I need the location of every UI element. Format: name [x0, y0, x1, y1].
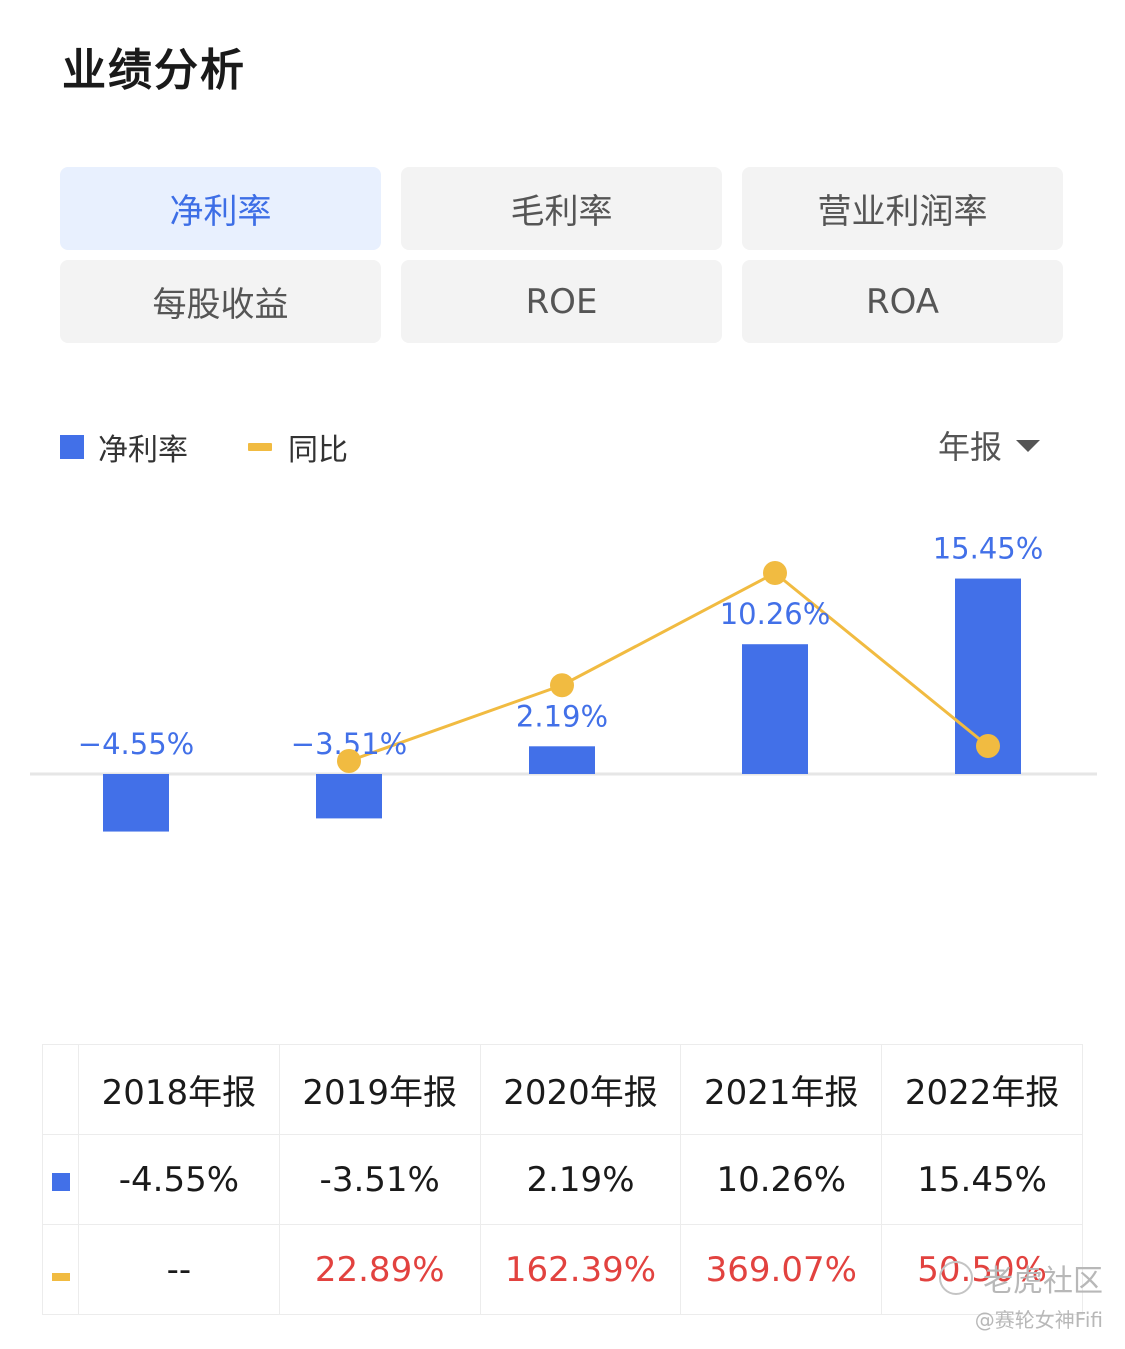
tab-roe[interactable]: ROE: [401, 260, 722, 343]
table-cell: 15.45%: [881, 1134, 1083, 1225]
bar-data-label: 10.26%: [720, 597, 831, 631]
bar-2021年报: [742, 644, 808, 774]
bar-2020年报: [529, 746, 595, 774]
yoy-point: [337, 749, 361, 773]
table-cell: 50.50%: [881, 1224, 1083, 1315]
table-cell: 162.39%: [479, 1224, 682, 1315]
chart-legend: 净利率 同比: [60, 425, 408, 469]
legend-label-yoy: 同比: [288, 433, 348, 468]
data-table: 2018年报 2019年报 2020年报 2021年报 2022年报 -4.55…: [42, 1044, 1083, 1315]
table-header-cell: 2021年报: [680, 1044, 883, 1135]
table-header-cell: 2020年报: [479, 1044, 682, 1135]
table-row-yoy: -- 22.89% 162.39% 369.07% 50.50%: [42, 1224, 1083, 1315]
watermark-brand: 老虎社区: [939, 1256, 1103, 1300]
metric-tabs: 净利率 毛利率 营业利润率 每股收益 ROE ROA: [60, 167, 1065, 343]
bar-2019年报: [316, 774, 382, 819]
table-cell: -4.55%: [78, 1134, 280, 1225]
table-cell: --: [78, 1224, 280, 1315]
net-margin-chart: −4.55% −3.51%2.19%10.26%15.45%: [30, 532, 1097, 832]
line-swatch-icon: [248, 443, 272, 451]
watermark-user: @赛轮女神Fifi: [974, 1308, 1103, 1332]
tab-net-margin[interactable]: 净利率: [60, 167, 381, 250]
table-cell: 22.89%: [278, 1224, 481, 1315]
yoy-line: [348, 571, 989, 763]
table-header-cell: 2018年报: [78, 1044, 280, 1135]
watermark-brand-text: 老虎社区: [983, 1264, 1103, 1299]
tab-gross-margin[interactable]: 毛利率: [401, 167, 722, 250]
table-row-net-margin: -4.55% -3.51% 2.19% 10.26% 15.45%: [42, 1134, 1083, 1225]
bar-data-label: −4.55%: [78, 727, 194, 761]
legend-item-net-margin[interactable]: 净利率: [60, 425, 188, 469]
bar-data-label: 15.45%: [933, 532, 1044, 566]
table-cell: -3.51%: [278, 1134, 481, 1225]
yoy-point: [550, 673, 574, 698]
table-corner-cell: [42, 1044, 79, 1135]
watermark: 老虎社区 @赛轮女神Fifi: [939, 1256, 1103, 1333]
row-key-bar: [42, 1134, 79, 1225]
table-header-cell: 2019年报: [278, 1044, 481, 1135]
yoy-point: [976, 734, 1000, 759]
tab-eps[interactable]: 每股收益: [60, 260, 381, 343]
bar-swatch-icon: [60, 435, 84, 459]
tab-roa[interactable]: ROA: [742, 260, 1063, 343]
table-cell: 369.07%: [680, 1224, 883, 1315]
bar-swatch-icon: [51, 1172, 70, 1191]
tiger-logo-icon: [939, 1261, 973, 1295]
table-cell: 10.26%: [680, 1134, 883, 1225]
legend-item-yoy[interactable]: 同比: [248, 425, 348, 469]
bar-data-label: 2.19%: [516, 699, 608, 733]
table-header-cell: 2022年报: [881, 1044, 1083, 1135]
table-cell: 2.19%: [479, 1134, 682, 1225]
caret-down-icon: [1016, 440, 1041, 452]
period-selector[interactable]: 年报: [938, 422, 1041, 468]
yoy-point: [763, 561, 787, 585]
tab-operating-margin[interactable]: 营业利润率: [742, 167, 1063, 250]
period-label: 年报: [938, 428, 1003, 466]
row-key-line: [42, 1224, 79, 1315]
bar-2018年报: [103, 774, 169, 832]
line-swatch-icon: [51, 1272, 70, 1281]
page-title: 业绩分析: [62, 45, 246, 96]
table-header-row: 2018年报 2019年报 2020年报 2021年报 2022年报: [42, 1044, 1083, 1135]
legend-label-net-margin: 净利率: [98, 433, 188, 468]
